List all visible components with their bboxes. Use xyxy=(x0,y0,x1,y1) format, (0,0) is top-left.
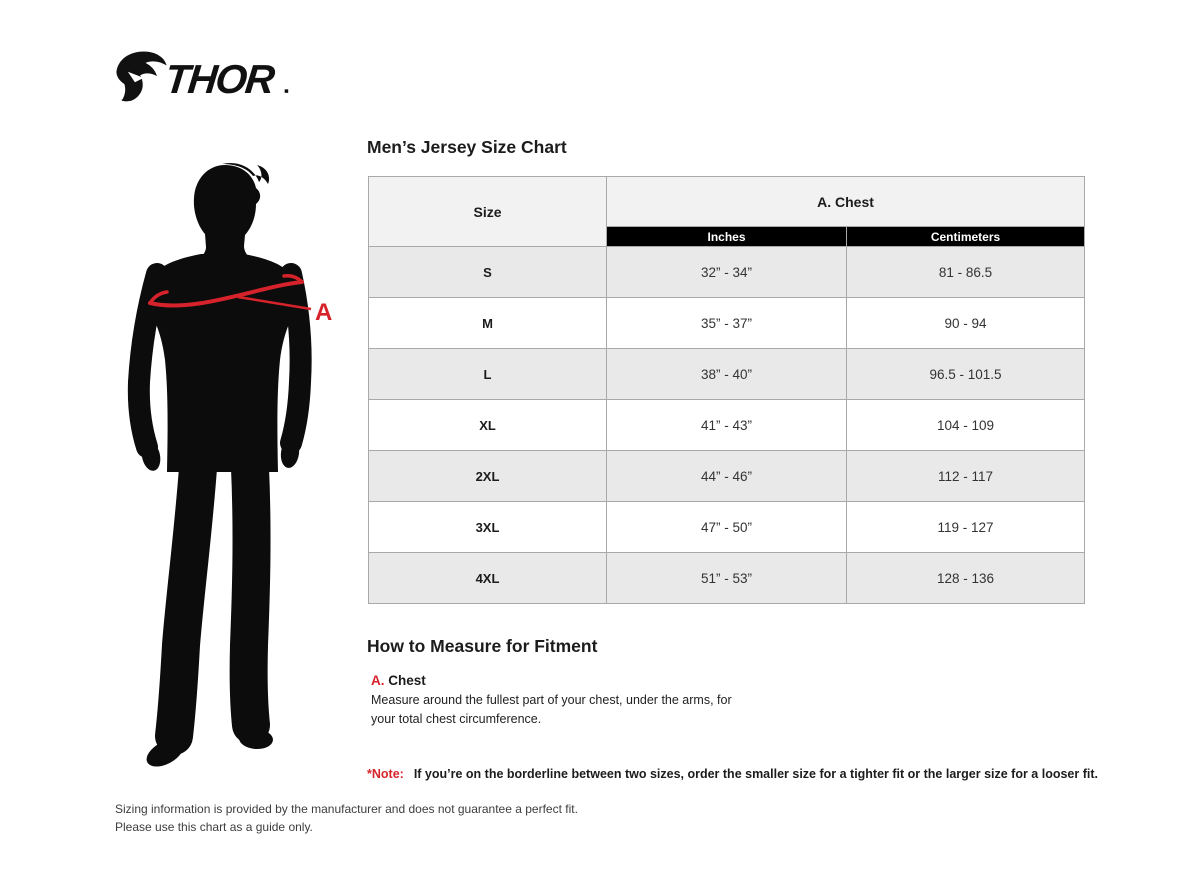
table-row: 2XL 44” - 46” 112 - 117 xyxy=(368,450,1086,502)
size-label: 3XL xyxy=(368,501,607,553)
centimeters-value: 112 - 117 xyxy=(845,450,1086,502)
measure-item-letter: A. xyxy=(371,673,385,688)
svg-text:THOR: THOR xyxy=(163,56,278,102)
centimeters-value: 119 - 127 xyxy=(845,501,1086,553)
measure-item-name: Chest xyxy=(384,673,426,688)
thor-logo-graphic: THOR xyxy=(116,51,289,102)
trademark-mark xyxy=(284,89,289,93)
size-label: M xyxy=(368,297,607,349)
table-row: L 38” - 40” 96.5 - 101.5 xyxy=(368,348,1086,400)
inches-value: 47” - 50” xyxy=(606,501,847,553)
column-header-size: Size xyxy=(368,176,607,247)
centimeters-value: 90 - 94 xyxy=(845,297,1086,349)
size-label: L xyxy=(368,348,607,400)
measure-label-a: A xyxy=(315,299,332,326)
sizing-note: *Note: If you’re on the borderline betwee… xyxy=(367,767,1098,781)
table-row: M 35” - 37” 90 - 94 xyxy=(368,297,1086,349)
column-header-chest: A. Chest xyxy=(605,176,1086,227)
size-chart-table-container: Size A. Chest Inches Centimeters S 32” -… xyxy=(368,176,1086,604)
table-row: S 32” - 34” 81 - 86.5 xyxy=(368,246,1086,298)
disclaimer-line-2: Please use this chart as a guide only. xyxy=(115,820,313,834)
male-silhouette-figure: A xyxy=(127,162,332,767)
table-header-row: Size A. Chest xyxy=(368,176,1086,247)
thor-logo-wordmark: THOR xyxy=(163,56,289,102)
measure-item-heading: A. Chest xyxy=(371,673,751,688)
inches-value: 32” - 34” xyxy=(606,246,847,298)
size-chart-title: Men’s Jersey Size Chart xyxy=(367,137,567,157)
centimeters-value: 96.5 - 101.5 xyxy=(845,348,1086,400)
male-silhouette xyxy=(127,162,312,767)
size-label: 2XL xyxy=(368,450,607,502)
size-label: 4XL xyxy=(368,552,607,604)
size-label: S xyxy=(368,246,607,298)
table-row: 3XL 47” - 50” 119 - 127 xyxy=(368,501,1086,553)
measure-item-chest: A. Chest Measure around the fullest part… xyxy=(371,673,751,730)
thor-logo: THOR xyxy=(112,46,297,108)
chest-measure-tape xyxy=(148,274,312,311)
centimeters-value: 81 - 86.5 xyxy=(845,246,1086,298)
centimeters-value: 128 - 136 xyxy=(845,552,1086,604)
measure-item-description: Measure around the fullest part of your … xyxy=(371,693,732,727)
inches-value: 35” - 37” xyxy=(606,297,847,349)
how-to-measure-title: How to Measure for Fitment xyxy=(367,636,598,656)
centimeters-value: 104 - 109 xyxy=(845,399,1086,451)
size-label: XL xyxy=(368,399,607,451)
disclaimer-line-1: Sizing information is provided by the ma… xyxy=(115,802,578,816)
note-text: If you’re on the borderline between two … xyxy=(413,767,1098,781)
inches-value: 51” - 53” xyxy=(606,552,847,604)
thor-horned-head-icon xyxy=(116,51,167,102)
disclaimer-footer: Sizing information is provided by the ma… xyxy=(115,800,578,836)
inches-value: 41” - 43” xyxy=(606,399,847,451)
column-header-centimeters: Centimeters xyxy=(845,226,1086,247)
table-subheader-row: Inches Centimeters xyxy=(369,226,1086,247)
table-row: 4XL 51” - 53” 128 - 136 xyxy=(368,552,1086,604)
measure-pointer-line xyxy=(237,295,312,311)
note-label: *Note: xyxy=(367,767,404,781)
inches-value: 38” - 40” xyxy=(606,348,847,400)
table-row: XL 41” - 43” 104 - 109 xyxy=(368,399,1086,451)
column-header-inches: Inches xyxy=(606,226,847,247)
size-chart-table: Size A. Chest Inches Centimeters S 32” -… xyxy=(368,176,1086,604)
inches-value: 44” - 46” xyxy=(606,450,847,502)
